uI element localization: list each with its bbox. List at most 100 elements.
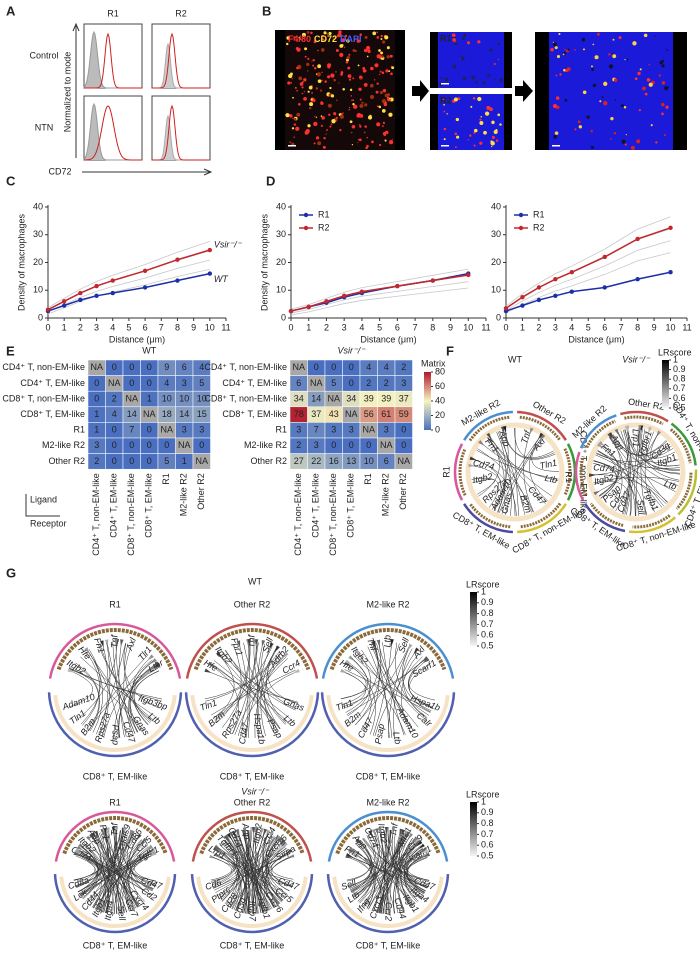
cell-value: NA: [125, 393, 138, 403]
chord: [257, 852, 290, 914]
cell-value: 39: [381, 393, 391, 403]
cell-signal: [650, 124, 653, 127]
chord: [99, 643, 109, 736]
cell-signal: [446, 113, 448, 115]
cd72-histogram: [84, 32, 142, 89]
cell-value: 3: [331, 425, 336, 435]
cell-signal: [287, 81, 291, 85]
cell-signal: [467, 139, 469, 141]
chord: [243, 642, 286, 725]
x-tick-label: 6: [395, 322, 400, 332]
source-arc: [321, 622, 455, 679]
cell-signal: [378, 49, 381, 52]
cell-signal: [296, 66, 299, 70]
chord: [93, 830, 125, 909]
x-tick-label: 4: [359, 322, 364, 332]
cell-signal: [590, 145, 594, 149]
cell-value: 2: [112, 393, 117, 403]
cell-value: 14: [127, 409, 137, 419]
cell-signal: [564, 49, 566, 51]
cell-signal: [288, 114, 293, 118]
chord: [211, 664, 281, 730]
gene-label: Ccr2: [384, 902, 394, 921]
sector-label: CD4⁺ T, non-EM-like: [579, 431, 589, 514]
sector-label: Other R2: [627, 396, 665, 411]
series-point: [553, 276, 558, 282]
chord: [115, 830, 134, 911]
source-label: M2-like R2: [366, 797, 409, 807]
ligand-band: [589, 502, 624, 527]
cell-signal: [582, 48, 585, 51]
target-arc: [320, 692, 456, 758]
x-tick-label: 2: [324, 322, 329, 332]
gene-label: Tln1: [539, 458, 558, 471]
gene-label: Tnf: [365, 636, 379, 653]
cell-signal: [386, 55, 390, 59]
cell-value: 10: [179, 393, 189, 403]
chord-arrowhead: [500, 426, 505, 434]
cell-signal: [304, 55, 307, 58]
row-label: Control: [29, 50, 58, 60]
legend-marker: [303, 225, 309, 231]
cell-signal: [384, 130, 389, 135]
cell-signal: [317, 49, 319, 52]
cell-value: 2: [401, 362, 406, 372]
chord: [595, 448, 674, 462]
cell-signal: [328, 113, 331, 116]
chord-arrowhead: [401, 829, 406, 837]
chord: [82, 651, 100, 726]
cell-value: 3: [349, 425, 354, 435]
legend-marker: [518, 212, 524, 218]
chord: [403, 847, 423, 902]
cell-signal: [315, 87, 319, 90]
cell-value: 5: [331, 378, 336, 388]
panel-label: A: [6, 3, 16, 18]
cell-signal: [362, 67, 366, 70]
cell-signal: [554, 131, 559, 135]
chord: [252, 831, 265, 914]
column-label: CD4⁺ T, EM-like: [311, 473, 321, 538]
series-point: [536, 297, 542, 303]
chord: [265, 851, 290, 909]
chord: [612, 434, 671, 457]
cell-signal: [389, 54, 393, 58]
cell-value: 0: [112, 362, 117, 372]
cell-signal: [350, 95, 353, 97]
chord: [597, 450, 647, 515]
cell-value: 2: [384, 378, 389, 388]
cell-signal: [329, 86, 332, 90]
chord: [124, 840, 144, 912]
chord-arrowhead: [278, 839, 285, 846]
cell-signal: [376, 122, 381, 127]
cell-signal: [358, 138, 362, 142]
cell-signal: [599, 100, 602, 103]
cell-signal: [488, 48, 493, 52]
micrograph-border: [395, 30, 405, 150]
x-tick-label: 0: [503, 322, 508, 332]
receptor-band: [190, 695, 314, 753]
cell-value: 4: [164, 378, 169, 388]
ligand-band: [585, 419, 616, 449]
chord: [378, 642, 426, 720]
cell-signal: [483, 130, 487, 135]
chord-arrowhead: [378, 827, 382, 835]
gene-label: Ltb: [382, 635, 392, 648]
cell-signal: [286, 36, 291, 40]
cell-signal: [601, 96, 604, 99]
series-point: [175, 257, 180, 262]
legend-label: R1: [318, 209, 330, 219]
cell-signal: [497, 113, 501, 117]
x-tick-label: 9: [652, 322, 657, 332]
chord: [407, 851, 430, 881]
chord: [394, 642, 428, 718]
cell-value: 22: [311, 456, 321, 466]
chord: [623, 429, 631, 515]
cell-signal: [324, 80, 327, 83]
chord: [222, 651, 291, 720]
cell-value: 0: [147, 456, 152, 466]
cell-signal: [338, 82, 340, 84]
chord: [372, 642, 393, 736]
cell-value: 0: [147, 378, 152, 388]
chord: [242, 831, 280, 905]
chord: [639, 428, 680, 475]
